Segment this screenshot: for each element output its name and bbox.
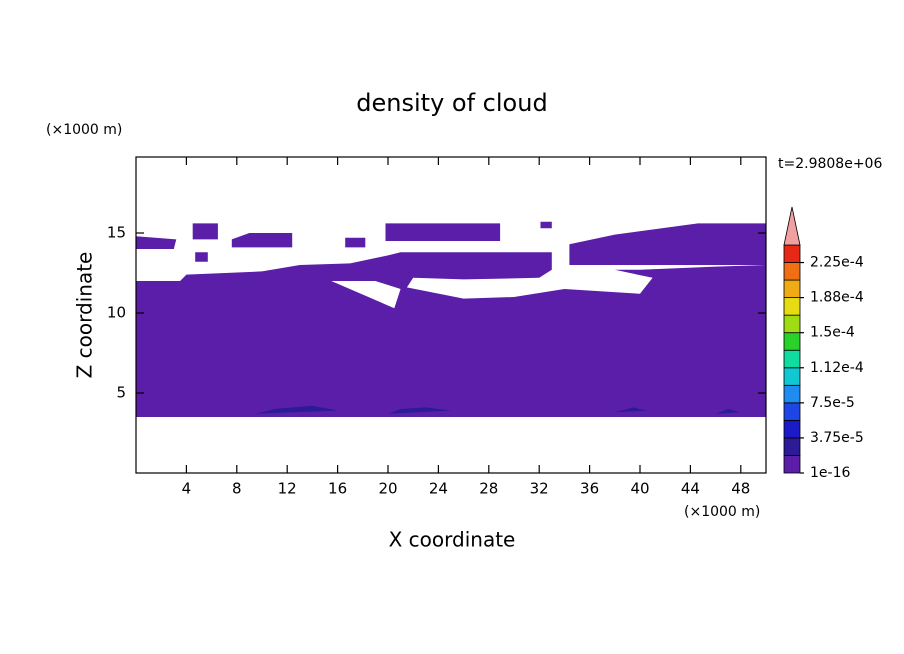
colorbar-band (783, 455, 801, 474)
contour-region (255, 405, 741, 414)
x-unit: (×1000 m) (684, 504, 760, 520)
colorbar-band (783, 297, 801, 316)
x-tick-label: 20 (378, 480, 397, 498)
y-axis-label: Z coordinate (73, 252, 97, 379)
x-tick-label: 44 (681, 480, 700, 498)
contour-region (136, 221, 766, 417)
x-tick-label: 32 (530, 480, 549, 498)
chart-title: density of cloud (356, 89, 547, 117)
colorbar-band (783, 262, 801, 281)
x-tick-label: 12 (278, 480, 297, 498)
y-unit: (×1000 m) (46, 122, 122, 138)
x-tick-label: 48 (731, 480, 750, 498)
plot-area (136, 221, 766, 417)
x-tick-label: 16 (328, 480, 347, 498)
colorbar-label: 1.12e-4 (810, 360, 864, 376)
y-tick-label: 10 (107, 304, 126, 322)
colorbar-band (783, 419, 801, 439)
colorbar-label: 2.25e-4 (810, 255, 864, 271)
colorbar-label: 1e-16 (810, 465, 850, 481)
x-tick-label: 24 (429, 480, 448, 498)
plot-frame (135, 156, 767, 474)
colorbar-label: 1.5e-4 (810, 325, 855, 341)
colorbar-band (783, 437, 801, 456)
colorbar-band (783, 384, 801, 404)
x-tick-label: 28 (479, 480, 498, 498)
colorbar-label: 3.75e-5 (810, 430, 864, 446)
x-tick-label: 36 (580, 480, 599, 498)
colorbar-band (783, 402, 801, 421)
y-tick-label: 15 (107, 224, 126, 242)
colorbar-band (783, 244, 801, 263)
time-annotation: t=2.9808e+06 (778, 156, 882, 172)
colorbar-label: 1.88e-4 (810, 290, 864, 306)
x-tick-label: 8 (232, 480, 242, 498)
colorbar-band (783, 367, 801, 386)
colorbar-band (783, 332, 801, 351)
colorbar-band (783, 314, 801, 334)
x-axis-label: X coordinate (389, 528, 516, 552)
x-tick-label: 4 (182, 480, 192, 498)
colorbar-band (783, 279, 801, 299)
x-tick-label: 40 (630, 480, 649, 498)
y-tick-label: 5 (116, 384, 126, 402)
colorbar-extend (783, 206, 801, 246)
colorbar-band (783, 349, 801, 369)
colorbar-label: 7.5e-5 (810, 395, 855, 411)
